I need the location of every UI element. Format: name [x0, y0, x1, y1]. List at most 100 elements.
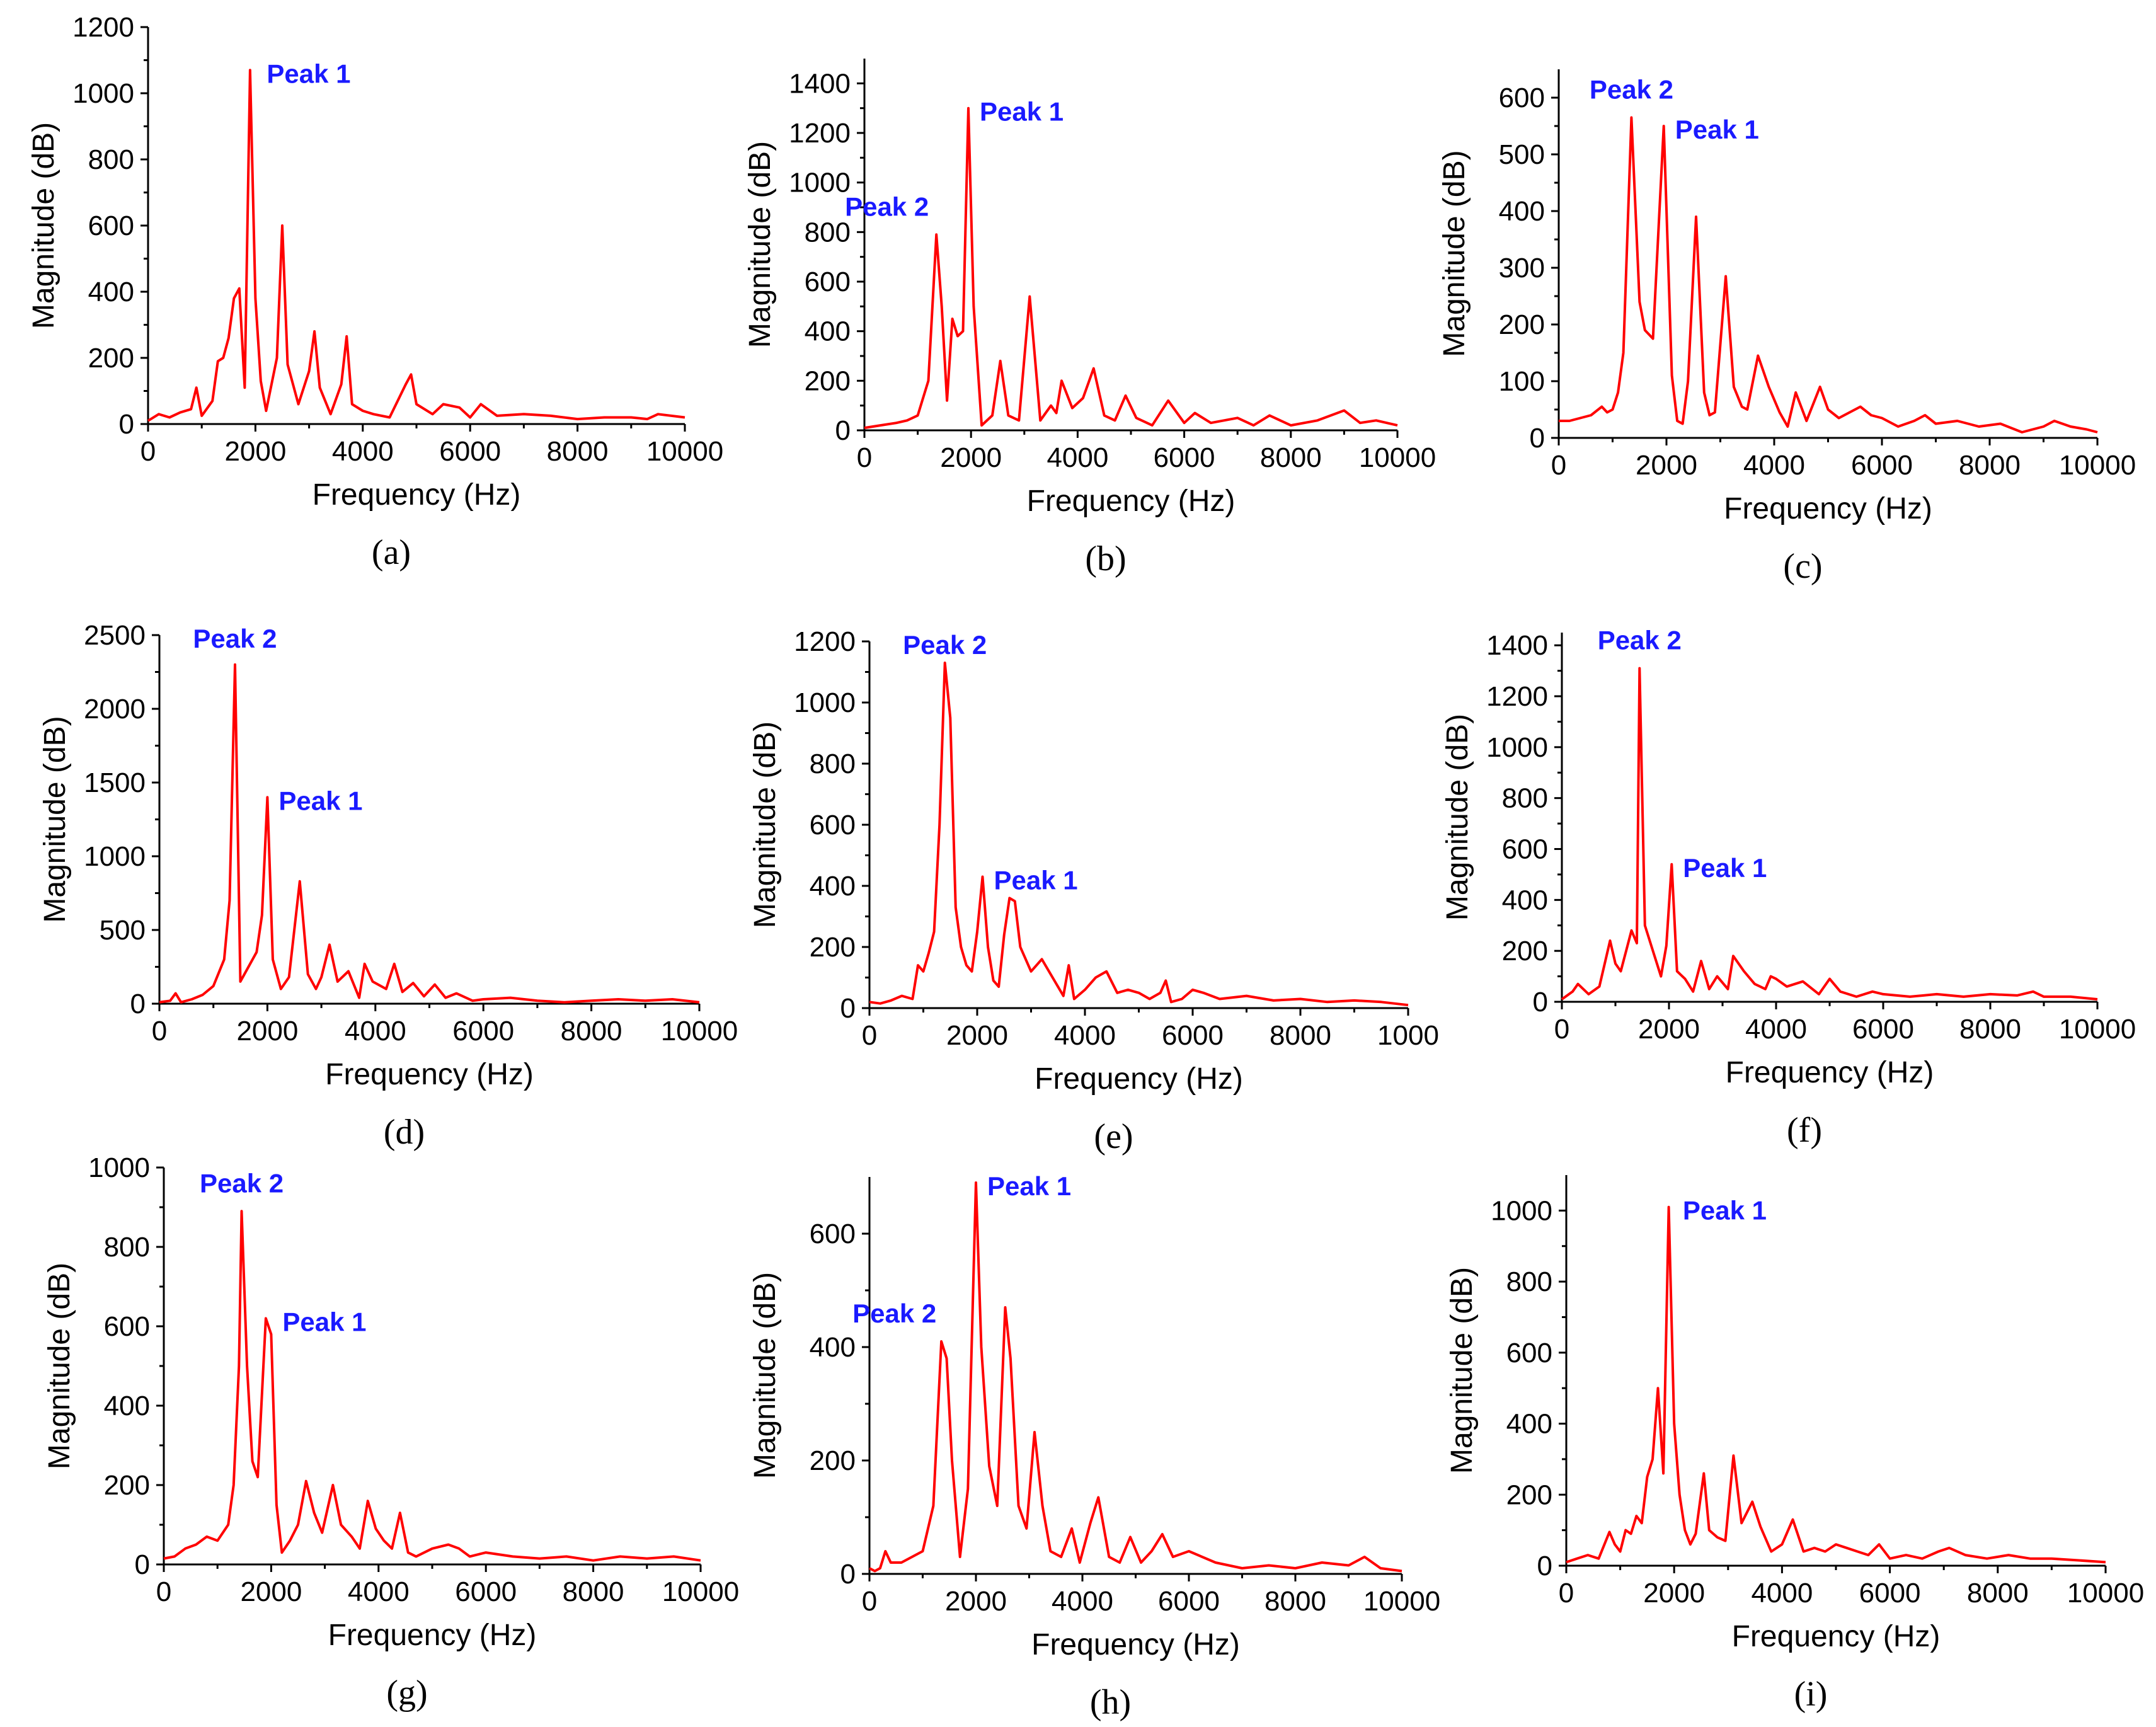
y-tick-label: 600	[810, 810, 856, 841]
y-tick-label: 1000	[1486, 732, 1548, 763]
x-tick-label: 8000	[561, 1016, 622, 1047]
y-tick-label: 500	[1499, 139, 1545, 170]
y-tick-label: 600	[1502, 834, 1548, 865]
y-tick-label: 200	[88, 343, 134, 374]
y-tick-label: 0	[1530, 423, 1545, 454]
y-tick-label: 800	[1502, 783, 1548, 814]
panel-label: (f)	[1787, 1111, 1822, 1150]
x-tick-label: 8000	[563, 1576, 624, 1607]
x-tick-label: 2000	[1636, 450, 1697, 481]
y-tick-label: 800	[104, 1232, 150, 1263]
y-tick-label: 800	[805, 217, 851, 248]
x-tick-label: 10000	[662, 1576, 739, 1607]
y-tick-label: 600	[810, 1219, 856, 1249]
peak-annotation: Peak 2	[903, 630, 987, 660]
x-tick-label: 6000	[455, 1576, 517, 1607]
spectrum-line	[159, 663, 700, 1004]
y-tick-label: 400	[88, 277, 134, 307]
spectrum-line	[147, 69, 685, 422]
y-axis-title: Magnitude (dB)	[1441, 714, 1474, 921]
x-tick-label: 2000	[946, 1020, 1008, 1051]
x-axis-title: Frequency (Hz)	[1732, 1620, 1941, 1653]
peak-annotation: Peak 1	[1683, 853, 1767, 883]
y-tick-label: 800	[88, 144, 134, 175]
peak-annotation: Peak 2	[845, 192, 929, 221]
x-tick-label: 6000	[1851, 450, 1913, 481]
x-tick-label: 8000	[547, 436, 609, 467]
spectrum-line	[869, 662, 1409, 1007]
chart-panel-f: 0 2000 4000 6000 8000 10000 0 200 400 600 800 1000 1…	[1441, 626, 2136, 1150]
y-tick-label: 400	[104, 1391, 150, 1421]
x-tick-label: 2000	[224, 436, 286, 467]
x-tick-label: 8000	[1959, 450, 2021, 481]
y-tick-label: 2000	[84, 694, 146, 725]
x-axis-title: Frequency (Hz)	[1724, 492, 1932, 525]
y-tick-label: 400	[1502, 885, 1548, 915]
y-tick-label: 1500	[84, 767, 146, 798]
y-axis-title: Magnitude (dB)	[38, 716, 72, 922]
y-tick-label: 200	[810, 1445, 856, 1476]
peak-annotation: Peak 2	[852, 1299, 936, 1328]
spectrum-line	[1561, 667, 2098, 1001]
y-axis-title: Magnitude (dB)	[748, 721, 782, 928]
x-tick-label: 8000	[1260, 442, 1322, 473]
panel-label: (e)	[1094, 1117, 1133, 1156]
y-tick-label: 1000	[1491, 1195, 1552, 1226]
panel-label: (h)	[1090, 1683, 1131, 1722]
peak-annotation: Peak 2	[200, 1168, 284, 1198]
y-tick-label: 200	[810, 932, 856, 963]
y-tick-label: 1000	[84, 841, 146, 872]
y-tick-label: 600	[1506, 1338, 1552, 1368]
x-tick-label: 10000	[1359, 442, 1436, 473]
y-axis-title: Magnitude (dB)	[1438, 150, 1471, 357]
panel-label: (i)	[1794, 1675, 1828, 1714]
y-tick-label: 1000	[88, 1152, 150, 1183]
y-tick-label: 400	[810, 1332, 856, 1363]
peak-annotation: Peak 2	[1590, 75, 1673, 105]
y-tick-label: 1400	[1486, 630, 1548, 661]
x-axis-title: Frequency (Hz)	[1027, 485, 1236, 518]
x-tick-label: 6000	[1852, 1014, 1914, 1045]
x-tick-label: 2000	[1643, 1578, 1705, 1609]
x-tick-label: 4000	[1745, 1014, 1807, 1045]
y-tick-label: 0	[130, 989, 146, 1019]
x-tick-label: 2000	[945, 1586, 1007, 1617]
x-tick-label: 6000	[439, 436, 501, 467]
peak-annotation: Peak 2	[193, 624, 277, 653]
x-tick-label: 2000	[1638, 1014, 1700, 1045]
panel-label: (a)	[372, 533, 411, 572]
x-tick-label: 0	[1559, 1578, 1574, 1609]
y-tick-label: 0	[1537, 1551, 1552, 1581]
x-tick-label: 10000	[1363, 1586, 1440, 1617]
y-tick-label: 200	[805, 365, 851, 396]
x-tick-label: 0	[862, 1020, 877, 1051]
y-axis-title: Magnitude (dB)	[743, 141, 777, 348]
spectrum-line	[1559, 116, 2098, 433]
x-tick-label: 0	[140, 436, 156, 467]
y-tick-label: 1000	[794, 687, 856, 718]
y-tick-label: 500	[100, 915, 146, 946]
x-tick-label: 10000	[2067, 1578, 2144, 1609]
y-tick-label: 400	[805, 316, 851, 347]
y-tick-label: 600	[88, 210, 134, 241]
peak-annotation: Peak 1	[980, 97, 1064, 127]
x-tick-label: 4000	[332, 436, 394, 467]
x-axis-title: Frequency (Hz)	[313, 478, 521, 512]
y-tick-label: 0	[835, 415, 851, 446]
y-tick-label: 400	[810, 871, 856, 902]
y-tick-label: 0	[1533, 987, 1548, 1018]
x-tick-label: 0	[1551, 450, 1566, 481]
x-tick-label: 6000	[452, 1016, 514, 1047]
panel-label: (g)	[386, 1673, 427, 1713]
x-tick-label: 2000	[236, 1016, 298, 1047]
peak-annotation: Peak 1	[282, 1307, 366, 1336]
x-tick-label: 4000	[345, 1016, 406, 1047]
peak-annotation: Peak 1	[1675, 115, 1759, 144]
panel-label: (d)	[384, 1113, 425, 1152]
x-axis-title: Frequency (Hz)	[328, 1619, 537, 1652]
y-tick-label: 1200	[789, 118, 851, 149]
peak-annotation: Peak 1	[267, 59, 350, 88]
x-tick-label: 4000	[1751, 1578, 1813, 1609]
x-tick-label: 0	[857, 442, 872, 473]
chart-panel-d: 0 2000 4000 6000 8000 10000 0 500 1000 1500 2000 25…	[38, 620, 738, 1152]
